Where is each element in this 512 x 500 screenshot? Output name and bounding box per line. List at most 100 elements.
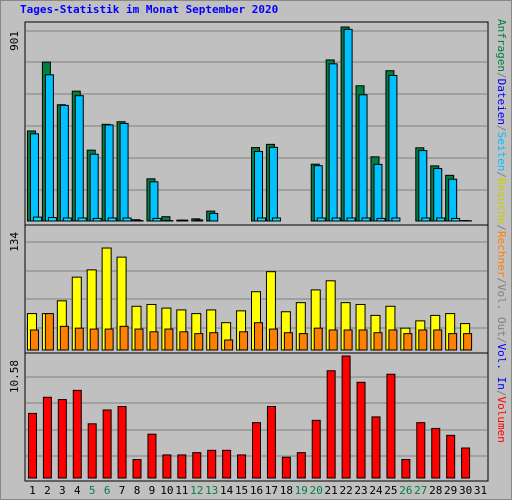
bar-seiten (47, 217, 57, 222)
x-tick-label: 5 (89, 484, 96, 497)
bar-dateien (119, 122, 129, 222)
x-tick-label: 29 (444, 484, 457, 497)
bar-dateien (418, 150, 428, 222)
bar-dateien (179, 219, 189, 222)
x-tick-label: 28 (429, 484, 442, 497)
legend-entry: / (495, 171, 508, 178)
x-tick-label: 25 (384, 484, 397, 497)
x-tick-label: 12 (190, 484, 203, 497)
x-tick-label: 3 (59, 484, 66, 497)
legend-entry: / (495, 336, 508, 344)
bar-rechner (179, 331, 189, 351)
bar-seiten (346, 217, 356, 222)
bar-dateien (89, 153, 99, 222)
bar-volumen (177, 454, 187, 479)
x-tick-label: 10 (160, 484, 173, 497)
legend-entry: / (495, 224, 508, 231)
x-tick-label: 11 (175, 484, 188, 497)
bar-rechner (358, 329, 368, 351)
bar-seiten (361, 217, 371, 222)
bar-rechner (403, 333, 413, 351)
bar-seiten (271, 217, 281, 222)
bar-volumen (446, 434, 456, 479)
bar-seiten (331, 217, 341, 222)
bar-volumen (57, 399, 67, 479)
bar-dateien (388, 74, 398, 222)
bar-seiten (107, 217, 117, 222)
x-tick-label: 15 (235, 484, 248, 497)
x-tick-label: 1 (29, 484, 36, 497)
x-tick-label: 27 (414, 484, 427, 497)
bar-seiten (77, 217, 87, 222)
bar-volumen (72, 389, 82, 479)
bar-dateien (104, 124, 114, 222)
bar-rechner (119, 325, 129, 351)
bar-rechner (89, 328, 99, 351)
legend-entry: / (495, 71, 508, 79)
ymax-label-3: 10.58 (8, 360, 21, 393)
x-tick-label: 2 (44, 484, 51, 497)
bar-rechner (418, 329, 428, 351)
page-title: Tages-Statistik im Monat September 2020 (20, 3, 279, 16)
bar-seiten (152, 217, 162, 222)
bar-volumen (296, 452, 306, 479)
bar-seiten (316, 217, 326, 222)
x-tick-label: 31 (474, 484, 487, 497)
ymax-label-1: 901 (8, 31, 21, 51)
bar-rechner (104, 328, 114, 351)
bar-dateien (268, 146, 278, 222)
bar-rechner (463, 333, 473, 351)
bar-rechner (74, 327, 84, 351)
x-tick-label: 9 (149, 484, 156, 497)
x-tick-label: 24 (369, 484, 383, 497)
bar-volumen (281, 456, 291, 479)
bar-dateien (448, 178, 458, 222)
bar-rechner (283, 332, 293, 351)
bar-seiten (122, 217, 132, 222)
bar-volumen (252, 422, 261, 479)
bar-volumen (237, 454, 247, 479)
bar-volumen (461, 447, 471, 479)
x-tick-label: 20 (310, 484, 323, 497)
x-tick-label: 6 (104, 484, 111, 497)
bar-seiten (376, 217, 386, 222)
bar-volumen (431, 427, 441, 479)
legend-entry: Volumen (495, 396, 508, 443)
right-legend-text: Anfragen/Dateien/Seiten/Besuche/Rechner/… (494, 19, 508, 443)
bar-dateien (59, 104, 69, 222)
x-tick-label: 23 (354, 484, 367, 497)
bar-rechner (254, 322, 263, 351)
bar-rechner (59, 325, 69, 351)
bar-seiten (32, 216, 42, 222)
x-tick-label: 18 (280, 484, 293, 497)
x-tick-label: 7 (119, 484, 126, 497)
bar-volumen (371, 416, 381, 479)
bar-volumen (266, 406, 276, 479)
legend-entry: / (495, 277, 508, 284)
bar-volumen (341, 355, 351, 479)
bar-rechner (224, 339, 234, 351)
bar-rechner (194, 333, 204, 351)
bar-volumen (147, 433, 157, 479)
legend-entry: Besuche (495, 177, 508, 225)
bar-rechner (29, 329, 39, 351)
bar-seiten (391, 217, 401, 222)
bar-seiten (451, 217, 461, 222)
bar-dateien (343, 28, 353, 222)
bar-rechner (343, 329, 353, 351)
bar-seiten (421, 217, 431, 222)
bar-rechner (373, 332, 383, 351)
x-tick-label: 22 (339, 484, 352, 497)
bar-seiten (92, 217, 102, 222)
bar-dateien (433, 167, 443, 222)
bar-rechner (239, 331, 249, 351)
bar-seiten (62, 217, 72, 222)
bar-rechner (149, 331, 159, 351)
bar-seiten (436, 217, 446, 222)
bar-volumen (311, 419, 321, 479)
bar-dateien (194, 219, 204, 222)
x-tick-label: 30 (459, 484, 472, 497)
bar-rechner (268, 328, 278, 351)
x-tick-label: 17 (265, 484, 278, 497)
bar-volumen (102, 409, 112, 479)
